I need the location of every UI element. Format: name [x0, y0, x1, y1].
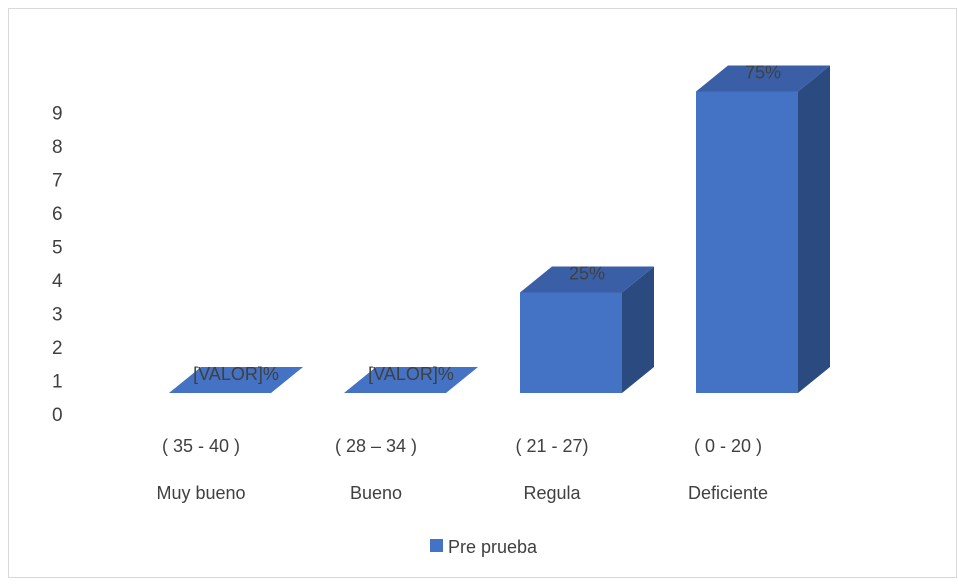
chart-frame: 0 1 2 3 4 5 6 7 8 9 [VALOR]% [VALOR]% 25% 75% ( 35 -… — [8, 8, 957, 578]
bars — [169, 65, 830, 394]
y-tick-label: 1 — [52, 372, 63, 393]
x-category-label: Bueno — [350, 483, 402, 503]
legend-swatch-pre-prueba[interactable] — [430, 539, 443, 552]
y-tick-label: 0 — [52, 405, 63, 426]
bar-side[interactable] — [798, 65, 830, 394]
y-tick-label: 4 — [52, 271, 63, 292]
bar[interactable] — [520, 266, 654, 394]
y-tick-label: 2 — [52, 338, 63, 359]
legend: Pre prueba — [430, 537, 538, 557]
bar-chart: 0 1 2 3 4 5 6 7 8 9 [VALOR]% [VALOR]% 25% 75% ( 35 -… — [52, 63, 830, 557]
y-tick-label: 3 — [52, 305, 63, 326]
data-label: [VALOR]% — [193, 364, 279, 384]
x-range-label: ( 0 - 20 ) — [694, 436, 762, 456]
bar-top[interactable] — [520, 266, 654, 293]
y-tick-label: 9 — [52, 104, 63, 125]
bar-top[interactable] — [696, 65, 830, 92]
y-tick-label: 8 — [52, 137, 63, 158]
bar-front[interactable] — [520, 292, 622, 394]
bar[interactable] — [344, 367, 478, 393]
y-tick-label: 7 — [52, 171, 63, 192]
x-category-label: Regula — [523, 483, 581, 503]
data-label: 75% — [745, 63, 781, 83]
x-axis: ( 35 - 40 ) Muy bueno ( 28 – 34 ) Bueno ( 21… — [156, 436, 768, 503]
y-tick-label: 5 — [52, 238, 63, 259]
x-category-label: Muy bueno — [156, 483, 245, 503]
bar-front[interactable] — [696, 91, 798, 394]
data-labels: [VALOR]% [VALOR]% 25% 75% — [193, 63, 781, 385]
x-range-label: ( 35 - 40 ) — [162, 436, 240, 456]
bar-top[interactable] — [169, 367, 303, 393]
data-label: 25% — [569, 264, 605, 284]
x-range-label: ( 21 - 27) — [515, 436, 588, 456]
legend-label-pre-prueba[interactable]: Pre prueba — [448, 537, 538, 557]
bar[interactable] — [696, 65, 830, 394]
bar-top[interactable] — [344, 367, 478, 393]
bar[interactable] — [169, 367, 303, 393]
y-axis: 0 1 2 3 4 5 6 7 8 9 — [52, 104, 63, 427]
data-label: [VALOR]% — [368, 364, 454, 384]
y-tick-label: 6 — [52, 204, 63, 225]
x-range-label: ( 28 – 34 ) — [335, 436, 417, 456]
bar-side[interactable] — [622, 266, 654, 394]
x-category-label: Deficiente — [688, 483, 768, 503]
